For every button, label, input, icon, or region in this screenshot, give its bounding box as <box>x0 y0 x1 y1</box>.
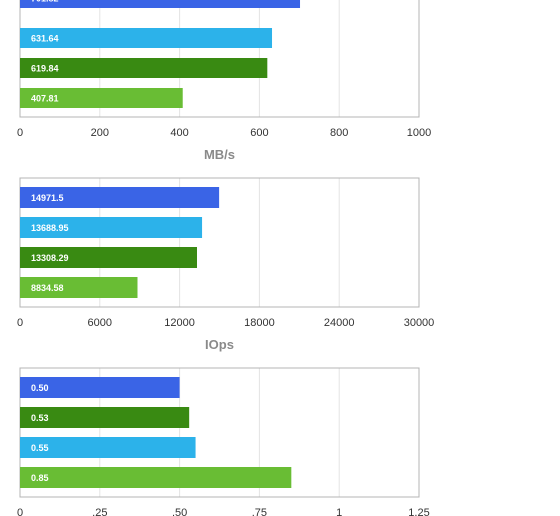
x-axis-title: MB/s <box>204 147 235 162</box>
bar <box>20 467 292 488</box>
chart-2: 14971.5 13688.95 13308.29 8834.58 0 6000 12000… <box>17 177 435 352</box>
bar-value-label: 407.81 <box>31 94 59 104</box>
x-tick-label: 18000 <box>244 317 275 329</box>
bar-value-label: 13688.95 <box>31 223 69 233</box>
bar <box>20 187 220 208</box>
plot-frame <box>19 177 420 308</box>
x-tick-label: 1.25 <box>408 507 429 516</box>
x-tick-label: .25 <box>92 507 107 516</box>
bar <box>20 88 183 108</box>
x-tick-label: 30000 <box>404 317 435 329</box>
x-tick-label: .50 <box>172 507 187 516</box>
bar <box>20 277 138 298</box>
x-tick-label: 1 <box>336 507 342 516</box>
chart-3: 0.50 0.53 0.55 0.85 0 .25 .50 .75 1 1.25 <box>17 367 430 516</box>
bar-value-label: 14971.5 <box>31 193 64 203</box>
bar-value-label: 619.84 <box>31 64 59 74</box>
bar <box>20 407 190 428</box>
bar <box>20 437 196 458</box>
bar <box>20 377 180 398</box>
plot-frame <box>19 367 420 498</box>
bar <box>20 58 268 78</box>
bar <box>20 247 198 268</box>
chart-1: 701.82 631.64 619.84 407.81 0 200 400 600 800 100… <box>17 0 431 162</box>
x-tick-label: 0 <box>17 507 23 516</box>
x-tick-label: 0 <box>17 127 23 139</box>
bar-value-label: 631.64 <box>31 34 59 44</box>
bar-value-label: 0.53 <box>31 413 49 423</box>
bar-value-label: 13308.29 <box>31 253 69 263</box>
x-tick-label: 800 <box>330 127 348 139</box>
x-tick-label: 1000 <box>407 127 431 139</box>
x-tick-label: 400 <box>170 127 188 139</box>
x-tick-label: 200 <box>91 127 109 139</box>
bar <box>20 0 301 8</box>
x-tick-label: 600 <box>250 127 268 139</box>
plot-frame <box>19 0 420 118</box>
x-tick-label: 24000 <box>324 317 355 329</box>
x-tick-label: 12000 <box>164 317 195 329</box>
bar-value-label: 701.82 <box>31 0 59 4</box>
bar-value-label: 8834.58 <box>31 283 64 293</box>
x-tick-label: 6000 <box>88 317 112 329</box>
bar-value-label: 0.85 <box>31 473 49 483</box>
x-axis-title: IOps <box>205 337 234 352</box>
bar-value-label: 0.55 <box>31 443 49 453</box>
bar-value-label: 0.50 <box>31 383 49 393</box>
x-tick-label: .75 <box>252 507 267 516</box>
bar <box>20 28 273 48</box>
x-tick-label: 0 <box>17 317 23 329</box>
bar <box>20 217 203 238</box>
